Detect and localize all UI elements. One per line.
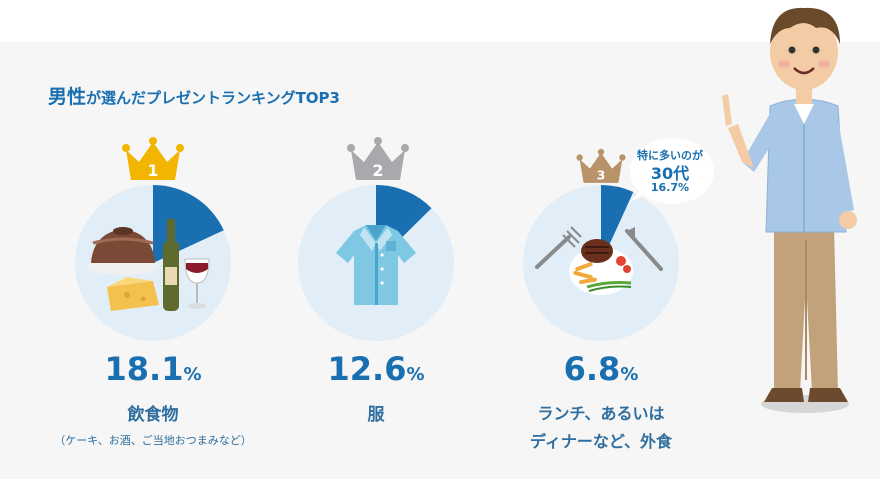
shirt-illustration (336, 225, 416, 305)
title-rest: が選んだプレゼントランキングTOP3 (86, 89, 340, 107)
steak-plate-illustration (535, 226, 663, 295)
rank-1-circle (75, 185, 231, 341)
percent-number: 12.6 (327, 350, 407, 388)
crown-icon: 2 (347, 137, 409, 180)
callout-bubble (629, 138, 714, 204)
percent-number: 6.8 (563, 350, 621, 388)
rank-2-circle (298, 185, 454, 341)
rank-1-label: 飲食物 (127, 405, 179, 425)
percent-sign: % (183, 364, 202, 385)
percent-sign: % (620, 364, 639, 385)
crown-icon: 3 (576, 148, 626, 183)
rank-3-circle (523, 185, 679, 341)
title-emphasis: 男性 (48, 86, 87, 108)
cake-wine-cheese-illustration (87, 219, 210, 311)
rank-3-label-line2: ディナーなど、外食 (529, 432, 673, 451)
rank-3-label-line1: ランチ、あるいは (537, 404, 665, 423)
rank-2-percent: 12.6% (316, 350, 436, 388)
rank-2-label: 服 (367, 405, 385, 425)
percent-number: 18.1 (104, 350, 184, 388)
rank-1-sublabel: （ケーキ、お酒、ご当地おつまみなど） (54, 434, 252, 447)
rank-number: 1 (147, 161, 158, 180)
man-pointing-illustration (722, 7, 857, 413)
callout-line2: 30代 (650, 164, 690, 183)
callout-line3: 16.7% (650, 181, 690, 194)
page-title: 男性が選んだプレゼントランキングTOP3 (48, 82, 340, 109)
rank-1-percent: 18.1% (90, 350, 216, 388)
crown-icon: 1 (122, 137, 184, 180)
rank-3-percent: 6.8% (541, 350, 661, 388)
percent-sign: % (406, 364, 425, 385)
rank-number: 2 (372, 161, 383, 180)
callout-line1: 特に多いのが (637, 149, 703, 162)
rank-number: 3 (597, 168, 606, 183)
